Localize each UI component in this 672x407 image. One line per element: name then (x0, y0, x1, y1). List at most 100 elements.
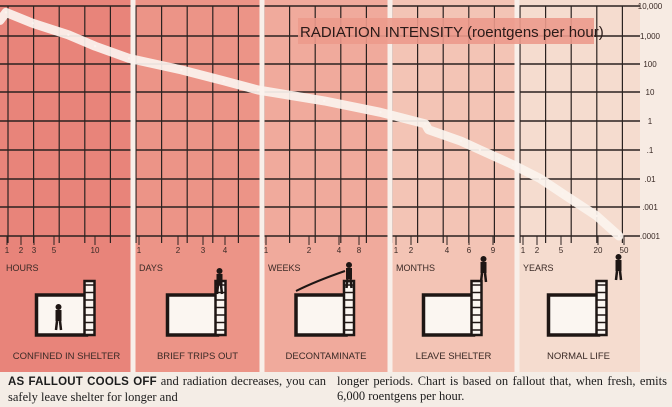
person-leg (345, 278, 349, 289)
stage-panel-normal-life: NORMAL LIFE (546, 254, 623, 362)
decay-point-18 (595, 214, 598, 218)
y-tick-label: .01 (644, 175, 656, 184)
y-tick-label: 10 (646, 88, 655, 97)
x-tick-label: 2 (176, 246, 181, 255)
decay-point-10 (424, 122, 427, 126)
person-leg (58, 320, 63, 331)
caption-lead: AS FALLOUT COOLS OFF (8, 376, 157, 388)
y-axis-labels: 10,000 1,000 100 10 1 .1 .01 .001 .0001 (638, 2, 663, 241)
shelter-icon (546, 293, 601, 337)
shelter-icon (165, 293, 220, 337)
x-tick-label: 3 (201, 246, 206, 255)
decay-point-8 (323, 99, 326, 103)
x-tick-label: 2 (409, 246, 414, 255)
chart-title: RADIATION INTENSITY (roentgens per hour) (300, 24, 604, 41)
decay-point-17 (561, 192, 564, 195)
stage-label-leave-shelter: LEAVE SHELTER (416, 351, 492, 362)
x-unit-label-hours: HOURS (6, 263, 39, 273)
decay-point-2 (67, 33, 70, 36)
decay-point-9 (379, 111, 382, 114)
x-tick-label: 5 (559, 246, 564, 255)
decay-point-12 (459, 139, 463, 143)
x-tick-label: 5 (52, 246, 57, 255)
person-body (615, 260, 622, 271)
caption-left-column: AS FALLOUT COOLS OFF and radiation decre… (8, 374, 326, 405)
x-tick-label: 10 (91, 246, 100, 255)
person-icon (615, 254, 622, 260)
stage-panel-decontaminate: DECONTAMINATE (286, 262, 367, 362)
decay-point-19 (617, 234, 621, 238)
decay-point-13 (478, 148, 482, 151)
stage-panel-brief-trips-out: BRIEF TRIPS OUT (157, 268, 238, 362)
chart-title-group: RADIATION INTENSITY (roentgens per hour) (298, 18, 604, 44)
person-leg (219, 284, 224, 295)
person-body (55, 310, 62, 321)
x-tick-label: 6 (467, 246, 472, 255)
y-tick-label: 100 (643, 60, 657, 69)
person-leg (479, 272, 484, 283)
person-icon (346, 262, 352, 268)
x-tick-label: 3 (32, 246, 37, 255)
x-unit-label-years: YEARS (523, 263, 554, 273)
x-tick-label: 1 (521, 246, 526, 255)
x-tick-label: 20 (594, 246, 603, 255)
decay-point-4 (127, 57, 131, 60)
shelter-icon (421, 293, 476, 337)
decay-curve (0, 7, 624, 241)
hose-icon (295, 270, 346, 292)
y-tick-label: .1 (647, 146, 654, 155)
person-leg (215, 284, 220, 295)
x-unit-label-days: DAYS (139, 263, 163, 273)
x-tick-label: 1 (394, 246, 399, 255)
x-unit-label-months: MONTHS (396, 263, 435, 273)
caption: AS FALLOUT COOLS OFF and radiation decre… (0, 372, 672, 407)
y-label-strip (640, 0, 672, 372)
decay-point-16 (538, 177, 542, 180)
person-body (346, 268, 352, 279)
x-tick-label: 1 (264, 246, 269, 255)
person-icon (480, 256, 487, 262)
person-body (216, 274, 223, 285)
y-tick-label: 1,000 (640, 32, 661, 41)
decay-point-0 (4, 11, 8, 14)
y-tick-label: 10,000 (638, 2, 663, 11)
x-tick-label: 50 (620, 246, 629, 255)
x-tick-label: 2 (19, 246, 24, 255)
stage-label-confined-in-shelter: CONFINED IN SHELTER (13, 351, 121, 362)
person-leg (54, 320, 59, 331)
stage-panel-confined-in-shelter: CONFINED IN SHELTER (13, 279, 121, 362)
x-tick-label: 4 (445, 246, 450, 255)
x-tick-label: 8 (357, 246, 362, 255)
x-tick-label: 2 (535, 246, 540, 255)
decay-point-6 (222, 79, 225, 83)
stage-label-brief-trips-out: BRIEF TRIPS OUT (157, 351, 238, 362)
person-leg (349, 278, 353, 289)
decay-point-14 (497, 157, 501, 160)
stage-panels: CONFINED IN SHELTER BRIEF TRIPS OUT DECONT… (13, 254, 623, 362)
decay-point-5 (180, 68, 183, 72)
person-leg (614, 270, 619, 281)
decay-point-1 (31, 22, 34, 25)
decay-point-3 (93, 45, 97, 48)
person-icon (55, 304, 62, 310)
decay-point-15 (511, 163, 515, 166)
x-unit-label-weeks: WEEKS (268, 263, 301, 273)
person-leg (483, 272, 488, 283)
decay-point-11 (427, 128, 430, 131)
x-tick-label: 1 (137, 246, 142, 255)
person-body (480, 262, 487, 273)
x-tick-label: 4 (223, 246, 228, 255)
caption-left-text: and radiation decreases, you can safely … (8, 374, 326, 404)
person-leg (618, 270, 623, 281)
x-tick-label: 4 (337, 246, 342, 255)
person-icon (216, 268, 223, 274)
x-tick-label: 1 (5, 246, 10, 255)
y-tick-label: .001 (642, 203, 658, 212)
caption-right-column: longer periods. Chart is based on fallou… (337, 374, 667, 403)
stage-panel-leave-shelter: LEAVE SHELTER (416, 256, 492, 362)
stage-label-decontaminate: DECONTAMINATE (286, 351, 367, 362)
x-tick-label: 9 (491, 246, 496, 255)
shelter-icon (294, 293, 348, 337)
